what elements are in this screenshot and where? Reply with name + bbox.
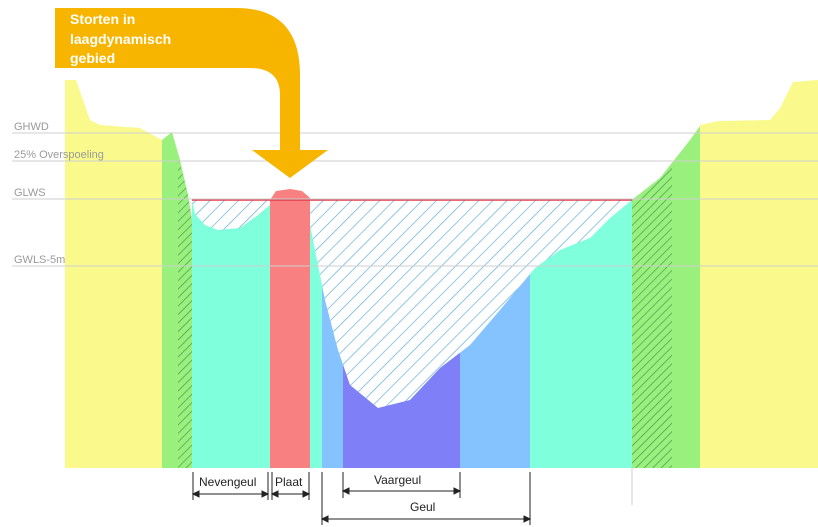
nevengeul-label: Nevengeul [199,475,256,489]
right-dike [700,80,818,468]
plaat-label: Plaat [275,475,303,489]
left-slope-hatched [178,155,192,468]
glws-label: GLWS [14,187,46,199]
dump-arrow [55,8,328,178]
ghwd-label: GHWD [14,121,49,133]
dimension-vaargeul [341,472,462,498]
dimension-geul [320,472,532,525]
right-slope-hatched [632,165,672,468]
gwls-label: GWLS-5m [14,254,65,266]
water-area-main [308,200,632,408]
geul-label: Geul [410,500,435,514]
water-area-nevengeul [192,200,270,230]
dimension-plaat [270,472,311,500]
dimension-nevengeul [191,472,270,500]
callout-line-3: gebied [70,50,115,66]
vaargeul-label: Vaargeul [374,473,421,487]
callout-line-2: laagdynamisch [70,31,171,47]
callout-line-1: Storten in [70,11,135,27]
plaat-shoal [270,189,310,468]
left-dike [65,80,162,468]
nevengeul-zone [192,200,270,468]
overspoeling-label: 25% Overspoeling [14,149,104,161]
